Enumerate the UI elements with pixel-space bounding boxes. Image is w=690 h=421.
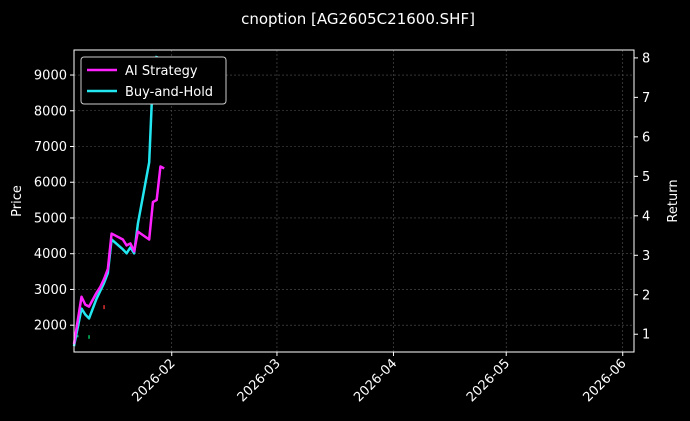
chart-title: cnoption [AG2605C21600.SHF]: [241, 10, 475, 28]
legend-box: [80, 56, 227, 105]
y-axis-label: Price: [10, 185, 25, 217]
y2-tick-label: 1: [642, 328, 650, 343]
y-tick-label: 5000: [34, 211, 67, 226]
y2-tick-label: 3: [642, 249, 650, 264]
legend: AI Strategy Buy-and-Hold: [80, 56, 227, 105]
legend-label-ai-strategy: AI Strategy: [125, 64, 198, 79]
y-tick-label: 6000: [34, 176, 67, 191]
y2-tick-label: 4: [642, 209, 650, 224]
series-line-ai-strategy: [72, 165, 165, 345]
y-tick-label: 2000: [34, 319, 67, 334]
y2-tick-label: 5: [642, 170, 650, 185]
y2-tick-label: 2: [642, 288, 650, 303]
plot-frame: [73, 49, 635, 353]
y-axis-right: 1 2 3 4 5 6 7 8: [634, 51, 650, 343]
y-tick-label: 4000: [34, 247, 67, 262]
series-lines: [72, 55, 165, 347]
y2-axis-label: Return: [666, 179, 681, 222]
y-axis-left: 2000 3000 4000 5000 6000 7000 8000 9000: [34, 69, 74, 334]
y2-tick-label: 6: [642, 130, 650, 145]
y-tick-label: 7000: [34, 140, 67, 155]
y2-tick-label: 7: [642, 91, 650, 106]
y-tick-label: 8000: [34, 104, 67, 119]
grid: [74, 50, 634, 352]
y-tick-label: 3000: [34, 283, 67, 298]
y-tick-label: 9000: [34, 69, 67, 84]
legend-label-buy-and-hold: Buy-and-Hold: [125, 85, 213, 100]
y2-tick-label: 8: [642, 51, 650, 66]
